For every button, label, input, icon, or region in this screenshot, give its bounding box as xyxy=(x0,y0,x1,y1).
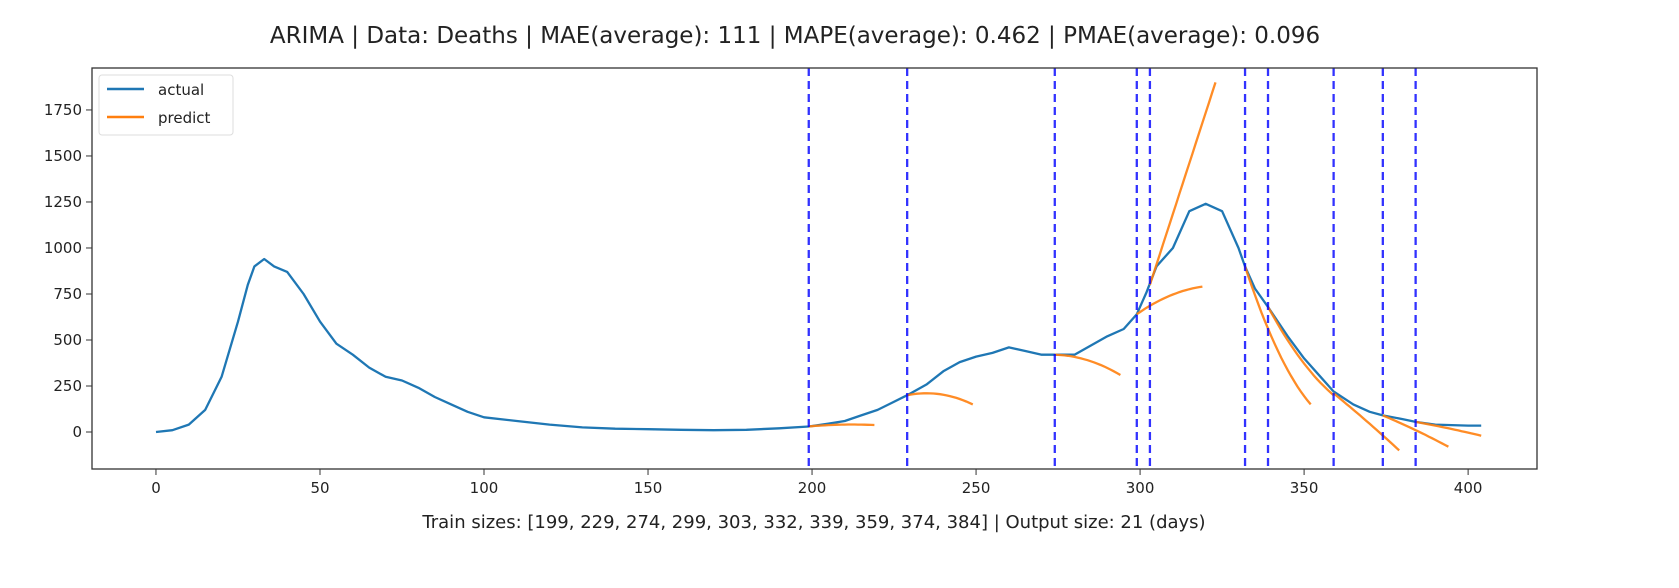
x-tick-label: 0 xyxy=(151,479,161,497)
predict-line xyxy=(906,392,974,406)
actual-line xyxy=(155,202,1482,434)
x-tick-label: 300 xyxy=(1126,479,1155,497)
x-tick-label: 50 xyxy=(310,479,329,497)
predict-line xyxy=(1382,414,1449,448)
plot-frame xyxy=(91,67,1538,470)
legend-actual-label: actual xyxy=(158,81,204,99)
y-tick-label: 1000 xyxy=(44,239,82,257)
y-tick-label: 250 xyxy=(53,377,82,395)
predict-line xyxy=(1136,285,1203,316)
x-tick-label: 200 xyxy=(798,479,827,497)
x-axis-label: Train sizes: [199, 229, 274, 299, 303, 3… xyxy=(421,512,1205,533)
y-tick-label: 0 xyxy=(72,423,82,441)
chart-title: ARIMA | Data: Deaths | MAE(average): 111… xyxy=(270,23,1320,49)
legend-predict-label: predict xyxy=(158,109,211,127)
predict-line xyxy=(1054,353,1121,376)
x-tick-label: 350 xyxy=(1290,479,1319,497)
x-tick-label: 250 xyxy=(962,479,991,497)
predict-line xyxy=(1243,266,1312,406)
y-tick-label: 500 xyxy=(53,331,82,349)
predict-line xyxy=(1266,306,1335,397)
predict-line xyxy=(1332,392,1400,452)
predict-line xyxy=(1415,420,1482,437)
x-tick-label: 150 xyxy=(634,479,663,497)
predict-line xyxy=(808,423,875,428)
y-tick-label: 1250 xyxy=(44,193,82,211)
legend: actual predict xyxy=(98,74,234,136)
predict-line xyxy=(1148,82,1217,286)
y-tick-label: 750 xyxy=(53,285,82,303)
y-tick-label: 1750 xyxy=(44,101,82,119)
x-tick-label: 400 xyxy=(1454,479,1483,497)
x-tick-label: 100 xyxy=(470,479,499,497)
y-tick-label: 1500 xyxy=(44,147,82,165)
